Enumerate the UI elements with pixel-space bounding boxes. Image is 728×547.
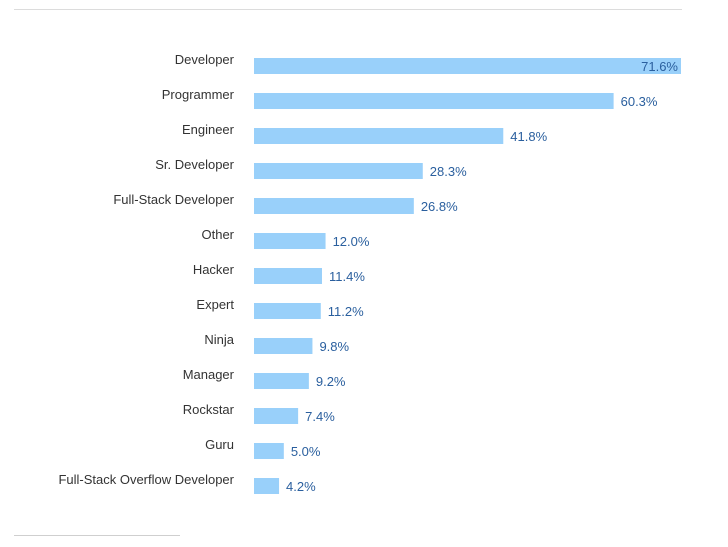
- category-label-engineer: Engineer: [182, 122, 235, 137]
- value-label-engineer: 41.8%: [510, 129, 547, 144]
- category-label-ninja: Ninja: [204, 332, 234, 347]
- value-label-other: 12.0%: [333, 234, 370, 249]
- bar-manager: [254, 373, 309, 389]
- category-label-rockstar: Rockstar: [183, 402, 235, 417]
- bar-sr-developer: [254, 163, 423, 179]
- bar-hacker: [254, 268, 322, 284]
- bar-other: [254, 233, 326, 249]
- bar-ninja: [254, 338, 313, 354]
- bar-full-stack-overflow-developer: [254, 478, 280, 494]
- category-label-expert: Expert: [196, 297, 234, 312]
- top-divider: [14, 9, 682, 10]
- category-label-other: Other: [201, 227, 234, 242]
- value-label-full-stack-overflow-developer: 4.2%: [286, 479, 316, 494]
- value-label-developer: 71.6%: [641, 59, 678, 74]
- value-label-expert: 11.2%: [328, 304, 364, 319]
- category-label-developer: Developer: [175, 52, 235, 67]
- bar-rockstar: [254, 408, 299, 424]
- bar-programmer: [254, 93, 614, 109]
- value-label-manager: 9.2%: [316, 374, 346, 389]
- category-label-programmer: Programmer: [162, 87, 235, 102]
- category-label-full-stack-developer: Full-Stack Developer: [113, 192, 234, 207]
- bar-expert: [254, 303, 321, 319]
- category-label-hacker: Hacker: [193, 262, 235, 277]
- category-label-sr-developer: Sr. Developer: [155, 157, 234, 172]
- bar-engineer: [254, 128, 504, 144]
- category-label-guru: Guru: [205, 437, 234, 452]
- category-label-manager: Manager: [183, 367, 235, 382]
- value-label-sr-developer: 28.3%: [430, 164, 467, 179]
- bottom-divider: [14, 535, 180, 536]
- value-label-rockstar: 7.4%: [305, 409, 335, 424]
- category-label-full-stack-overflow-developer: Full-Stack Overflow Developer: [58, 472, 234, 487]
- value-label-guru: 5.0%: [291, 444, 321, 459]
- bar-full-stack-developer: [254, 198, 414, 214]
- bar-developer: [254, 58, 681, 74]
- value-label-hacker: 11.4%: [329, 269, 365, 284]
- bar-group: Developer 71.6% Programmer 60.3% Engineer 41.…: [58, 52, 681, 494]
- bar-guru: [254, 443, 284, 459]
- value-label-ninja: 9.8%: [319, 339, 349, 354]
- value-label-programmer: 60.3%: [621, 94, 658, 109]
- value-label-full-stack-developer: 26.8%: [421, 199, 458, 214]
